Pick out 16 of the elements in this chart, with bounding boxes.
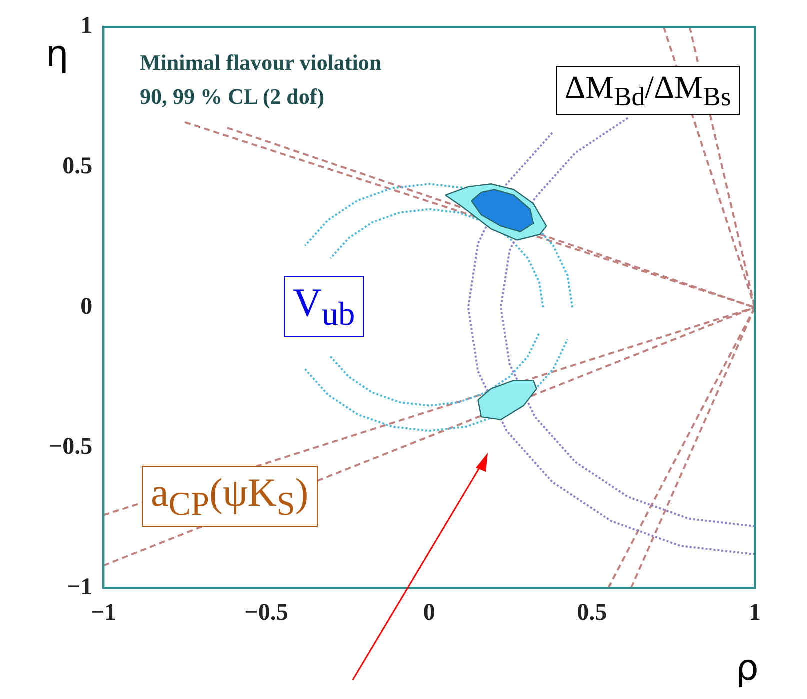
x-tick-label: 1 [749, 600, 761, 626]
y-axis-title: η [46, 34, 69, 75]
y-tick-label: 0 [80, 294, 93, 320]
x-tick-label: 0 [423, 600, 436, 626]
annotation: Minimal flavour violation [140, 50, 382, 76]
x-tick-label: −0.5 [244, 600, 288, 626]
y-tick-label: −0.5 [48, 434, 93, 460]
annotation: ΔM$_{Bd}$/ΔM$_{Bs}$ [556, 66, 740, 116]
y-tick-label: −1 [66, 574, 93, 600]
annotation: a$_{CP}$(ψK$_{S}$) [142, 466, 318, 527]
x-axis-title: ρ [736, 648, 759, 689]
x-tick-label: 0.5 [577, 600, 608, 626]
annotation: 90, 99 % CL (2 dof) [140, 84, 325, 110]
y-tick-label: 0.5 [62, 154, 93, 180]
y-tick-label: 1 [80, 13, 93, 40]
annotation: V$_{ub}$ [284, 276, 364, 337]
